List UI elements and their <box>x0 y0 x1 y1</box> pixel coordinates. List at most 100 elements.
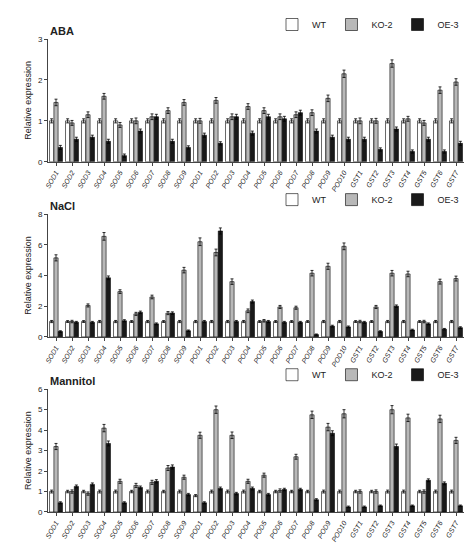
svg-text:POD6: POD6 <box>268 520 284 540</box>
svg-text:GST1: GST1 <box>349 169 364 188</box>
svg-text:KO-2: KO-2 <box>371 370 392 380</box>
svg-text:SOD3: SOD3 <box>76 520 92 540</box>
svg-text:GST3: GST3 <box>381 520 396 539</box>
svg-text:8: 8 <box>38 210 43 219</box>
svg-text:POD10: POD10 <box>330 169 348 192</box>
svg-text:SOD4: SOD4 <box>92 344 108 364</box>
svg-text:POD2: POD2 <box>204 169 220 189</box>
svg-text:SOD1: SOD1 <box>44 344 60 364</box>
svg-text:GST1: GST1 <box>349 344 364 363</box>
svg-text:GST7: GST7 <box>445 344 461 364</box>
svg-text:3: 3 <box>38 446 43 455</box>
svg-text:GST1: GST1 <box>349 520 364 539</box>
svg-text:SOD6: SOD6 <box>124 344 140 364</box>
svg-text:GST2: GST2 <box>365 169 380 188</box>
svg-text:5: 5 <box>38 405 43 414</box>
svg-text:GST6: GST6 <box>429 520 444 539</box>
svg-text:GST6: GST6 <box>429 169 444 188</box>
svg-text:POD8: POD8 <box>300 344 316 364</box>
svg-text:2: 2 <box>38 76 43 85</box>
svg-text:NaCl: NaCl <box>50 200 75 212</box>
svg-text:KO-2: KO-2 <box>371 20 392 30</box>
svg-text:POD5: POD5 <box>252 520 268 540</box>
svg-text:POD5: POD5 <box>252 169 268 189</box>
svg-text:POD2: POD2 <box>204 520 220 540</box>
svg-text:SOD2: SOD2 <box>60 520 76 540</box>
svg-text:SOD9: SOD9 <box>172 344 188 364</box>
svg-text:POD7: POD7 <box>284 519 300 540</box>
svg-text:SOD1: SOD1 <box>44 169 60 189</box>
svg-text:4: 4 <box>38 426 43 435</box>
svg-text:2: 2 <box>38 467 43 476</box>
svg-text:POD6: POD6 <box>268 344 284 364</box>
svg-text:GST7: GST7 <box>445 519 461 539</box>
svg-text:Relative expression: Relative expression <box>23 61 33 140</box>
svg-text:SOD4: SOD4 <box>92 169 108 189</box>
svg-text:POD9: POD9 <box>316 344 332 364</box>
svg-text:SOD6: SOD6 <box>124 169 140 189</box>
svg-text:SOD9: SOD9 <box>172 169 188 189</box>
svg-text:GST3: GST3 <box>381 344 396 363</box>
svg-text:SOD5: SOD5 <box>108 344 124 364</box>
svg-text:POD4: POD4 <box>236 169 252 189</box>
svg-text:Relative expression: Relative expression <box>23 411 33 490</box>
svg-text:SOD5: SOD5 <box>108 520 124 540</box>
svg-text:SOD2: SOD2 <box>60 344 76 364</box>
svg-text:POD2: POD2 <box>204 344 220 364</box>
svg-text:0: 0 <box>38 508 43 517</box>
svg-text:KO-2: KO-2 <box>371 195 392 205</box>
svg-text:GST5: GST5 <box>413 169 428 188</box>
svg-text:GST4: GST4 <box>397 344 412 363</box>
svg-text:POD1: POD1 <box>188 520 204 540</box>
svg-text:OE-3: OE-3 <box>438 195 459 205</box>
svg-text:SOD7: SOD7 <box>140 344 156 365</box>
svg-text:SOD7: SOD7 <box>140 168 156 189</box>
svg-text:4: 4 <box>38 271 43 280</box>
svg-text:OE-3: OE-3 <box>438 20 459 30</box>
svg-text:POD3: POD3 <box>220 520 236 540</box>
svg-text:GST3: GST3 <box>381 169 396 188</box>
svg-text:SOD7: SOD7 <box>140 519 156 540</box>
svg-text:GST4: GST4 <box>397 169 412 188</box>
svg-text:POD1: POD1 <box>188 344 204 364</box>
svg-text:SOD8: SOD8 <box>156 344 172 364</box>
svg-text:SOD6: SOD6 <box>124 520 140 540</box>
svg-text:6: 6 <box>38 241 43 250</box>
svg-text:WT: WT <box>312 370 326 380</box>
svg-text:POD3: POD3 <box>220 169 236 189</box>
svg-text:POD1: POD1 <box>188 169 204 189</box>
svg-text:POD7: POD7 <box>284 168 300 189</box>
svg-text:POD6: POD6 <box>268 169 284 189</box>
svg-text:0: 0 <box>38 158 43 167</box>
svg-text:SOD1: SOD1 <box>44 520 60 540</box>
svg-text:0: 0 <box>38 333 43 342</box>
svg-text:SOD3: SOD3 <box>76 169 92 189</box>
svg-text:POD9: POD9 <box>316 520 332 540</box>
svg-text:POD5: POD5 <box>252 344 268 364</box>
svg-text:WT: WT <box>312 195 326 205</box>
svg-text:SOD4: SOD4 <box>92 520 108 540</box>
svg-text:SOD8: SOD8 <box>156 520 172 540</box>
svg-text:GST5: GST5 <box>413 520 428 539</box>
svg-text:POD4: POD4 <box>236 520 252 540</box>
svg-text:POD8: POD8 <box>300 169 316 189</box>
svg-text:SOD9: SOD9 <box>172 520 188 540</box>
svg-text:POD3: POD3 <box>220 344 236 364</box>
svg-text:3: 3 <box>38 35 43 44</box>
svg-text:POD10: POD10 <box>330 520 348 543</box>
svg-text:2: 2 <box>38 302 43 311</box>
svg-text:Mannitol: Mannitol <box>50 375 95 387</box>
svg-text:1: 1 <box>38 487 43 496</box>
svg-text:WT: WT <box>312 20 326 30</box>
svg-text:OE-3: OE-3 <box>438 370 459 380</box>
svg-text:GST4: GST4 <box>397 520 412 539</box>
svg-text:GST6: GST6 <box>429 344 444 363</box>
svg-text:GST2: GST2 <box>365 520 380 539</box>
svg-text:POD8: POD8 <box>300 520 316 540</box>
svg-text:POD9: POD9 <box>316 169 332 189</box>
svg-text:POD7: POD7 <box>284 344 300 365</box>
svg-text:SOD3: SOD3 <box>76 344 92 364</box>
svg-text:SOD8: SOD8 <box>156 169 172 189</box>
svg-text:GST5: GST5 <box>413 344 428 363</box>
svg-text:ABA: ABA <box>50 25 74 37</box>
